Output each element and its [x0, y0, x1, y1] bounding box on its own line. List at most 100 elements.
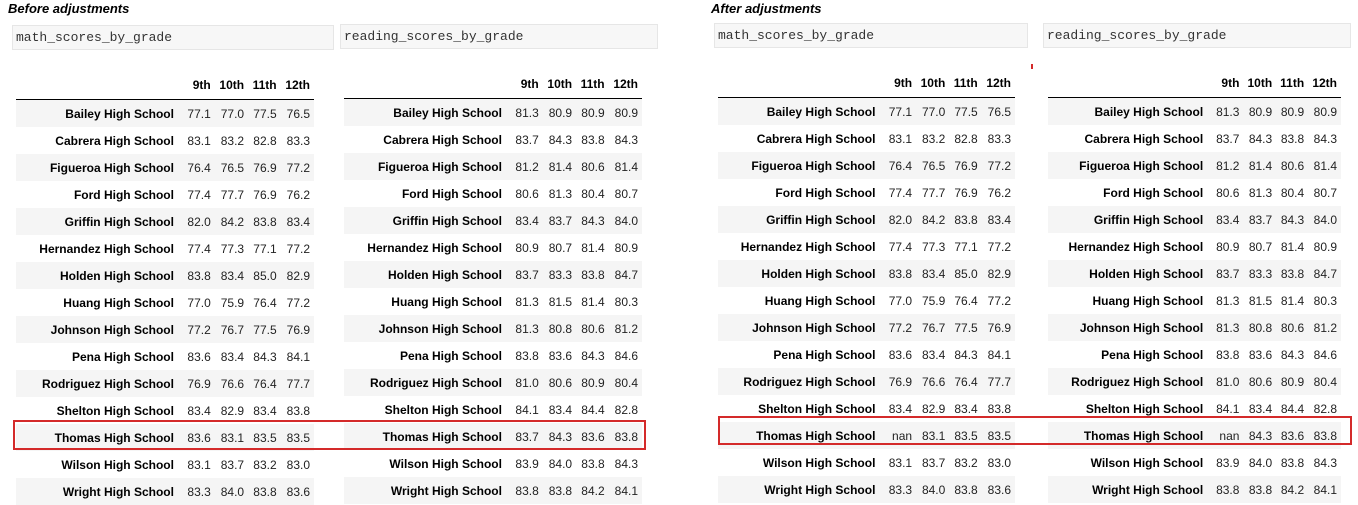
school-name: Huang High School	[1092, 293, 1204, 308]
score-cell: 83.3	[987, 131, 1011, 146]
score-cell: 84.1	[286, 349, 310, 364]
school-name: Cabrera High School	[756, 131, 876, 146]
score-cell: 83.4	[286, 214, 310, 229]
table-row: Wright High School 83.8 83.8 84.2 84.1	[344, 477, 642, 504]
score-cell: 83.1	[187, 457, 211, 472]
score-cell: 80.6	[581, 321, 605, 336]
score-cell: 83.1	[187, 133, 211, 148]
score-cell: 77.3	[220, 241, 245, 256]
table-row: Cabrera High School 83.1 83.2 82.8 83.3	[16, 127, 314, 154]
table-row: Holden High School 83.7 83.3 83.8 84.7	[1048, 260, 1341, 287]
school-name: Hernandez High School	[740, 239, 876, 254]
index-header	[344, 69, 511, 99]
score-cell: 82.8	[614, 402, 638, 417]
score-cell: 84.2	[1280, 482, 1305, 497]
school-name: Holden High School	[387, 267, 502, 282]
score-cell: 77.2	[987, 293, 1011, 308]
grade-header: 10th	[214, 70, 249, 100]
score-cell: 83.7	[921, 455, 946, 470]
score-cell: 80.9	[548, 105, 573, 120]
index-header	[718, 68, 885, 98]
table-row: Thomas High School nan 83.1 83.5 83.5	[718, 422, 1015, 449]
table-row: Figueroa High School 76.4 76.5 76.9 77.2	[16, 154, 314, 181]
score-cell: 77.2	[888, 320, 913, 335]
score-cell: 80.9	[581, 375, 605, 390]
score-cell: 83.8	[286, 403, 310, 418]
score-cell: 80.6	[1280, 320, 1305, 335]
score-cell: 80.7	[614, 186, 638, 201]
score-cell: 83.7	[548, 213, 573, 228]
score-cell: 80.4	[1280, 185, 1305, 200]
score-cell: 84.1	[987, 347, 1011, 362]
school-name: Pena High School	[399, 348, 502, 363]
school-name: Wright High School	[1092, 482, 1204, 497]
score-cell: 83.5	[987, 428, 1011, 443]
score-cell: 83.8	[515, 348, 539, 363]
score-cell: 83.4	[987, 212, 1011, 227]
school-name: Wright High School	[62, 484, 174, 499]
before-adjustments-title: Before adjustments	[8, 1, 130, 16]
table-row: Wilson High School 83.9 84.0 83.8 84.3	[344, 450, 642, 477]
grade-header: 11th	[1276, 68, 1309, 98]
score-cell: 83.3	[888, 482, 913, 497]
score-cell: 80.7	[1248, 239, 1273, 254]
score-cell: 81.5	[548, 294, 573, 309]
score-cell: 84.3	[614, 456, 638, 471]
score-cell: 83.1	[921, 428, 946, 443]
score-cell: 76.9	[987, 320, 1011, 335]
table-row: Hernandez High School 80.9 80.7 81.4 80.9	[344, 234, 642, 261]
score-cell: 77.5	[954, 104, 978, 119]
table-row: Holden High School 83.7 83.3 83.8 84.7	[344, 261, 642, 288]
school-name: Wilson High School	[61, 457, 174, 472]
score-cell: 83.4	[187, 403, 211, 418]
table-row: Rodriguez High School 76.9 76.6 76.4 77.7	[16, 370, 314, 397]
score-cell: 77.0	[888, 293, 913, 308]
school-name: Johnson High School	[752, 320, 876, 335]
score-cell: 80.9	[1216, 239, 1240, 254]
score-cell: 83.7	[515, 132, 539, 147]
score-cell: 84.1	[1313, 482, 1337, 497]
table-row: Cabrera High School 83.7 84.3 83.8 84.3	[1048, 125, 1341, 152]
score-cell: 81.4	[581, 240, 605, 255]
score-cell: 84.3	[1313, 131, 1337, 146]
table-row: Holden High School 83.8 83.4 85.0 82.9	[718, 260, 1015, 287]
table-row: Rodriguez High School 76.9 76.6 76.4 77.7	[718, 368, 1015, 395]
score-cell: 84.0	[1313, 212, 1337, 227]
score-cell: 83.8	[253, 484, 277, 499]
score-cell: 77.0	[187, 295, 211, 310]
score-cell: 83.8	[515, 483, 539, 498]
score-cell: 84.3	[1248, 131, 1273, 146]
table-row: Ford High School 77.4 77.7 76.9 76.2	[718, 179, 1015, 206]
score-cell: 83.4	[954, 401, 978, 416]
grade-header: 12th	[981, 68, 1015, 98]
score-cell: 76.6	[921, 374, 946, 389]
table-row: Hernandez High School 77.4 77.3 77.1 77.2	[718, 233, 1015, 260]
school-name: Griffin High School	[1093, 212, 1204, 227]
score-cell: 83.2	[253, 457, 277, 472]
score-cell: 83.8	[1313, 428, 1337, 443]
table-row: Wilson High School 83.1 83.7 83.2 83.0	[718, 449, 1015, 476]
score-cell: 76.5	[286, 106, 310, 121]
score-cell: 83.8	[1280, 131, 1305, 146]
score-cell: 77.2	[286, 241, 310, 256]
score-cell: 77.0	[220, 106, 245, 121]
school-name: Bailey High School	[393, 105, 502, 120]
score-cell: 80.9	[1280, 374, 1305, 389]
score-cell: 83.3	[286, 133, 310, 148]
score-cell: 80.9	[1248, 104, 1273, 119]
score-cell: 84.3	[1248, 428, 1273, 443]
before-math-cell-label: math_scores_by_grade	[12, 25, 334, 50]
table-row: Hernandez High School 80.9 80.7 81.4 80.9	[1048, 233, 1341, 260]
score-cell: 83.8	[614, 429, 638, 444]
table-row: Cabrera High School 83.1 83.2 82.8 83.3	[718, 125, 1015, 152]
grade-header: 12th	[608, 69, 642, 99]
school-name: Thomas High School	[382, 429, 502, 444]
school-name: Wright High School	[764, 482, 876, 497]
score-cell: 83.8	[581, 267, 605, 282]
score-cell: 80.8	[1248, 320, 1273, 335]
score-cell: 84.3	[581, 213, 605, 228]
table-row: Shelton High School 83.4 82.9 83.4 83.8	[718, 395, 1015, 422]
grade-header: 9th	[884, 68, 917, 98]
score-cell: 83.5	[253, 430, 277, 445]
score-cell: 75.9	[220, 295, 245, 310]
